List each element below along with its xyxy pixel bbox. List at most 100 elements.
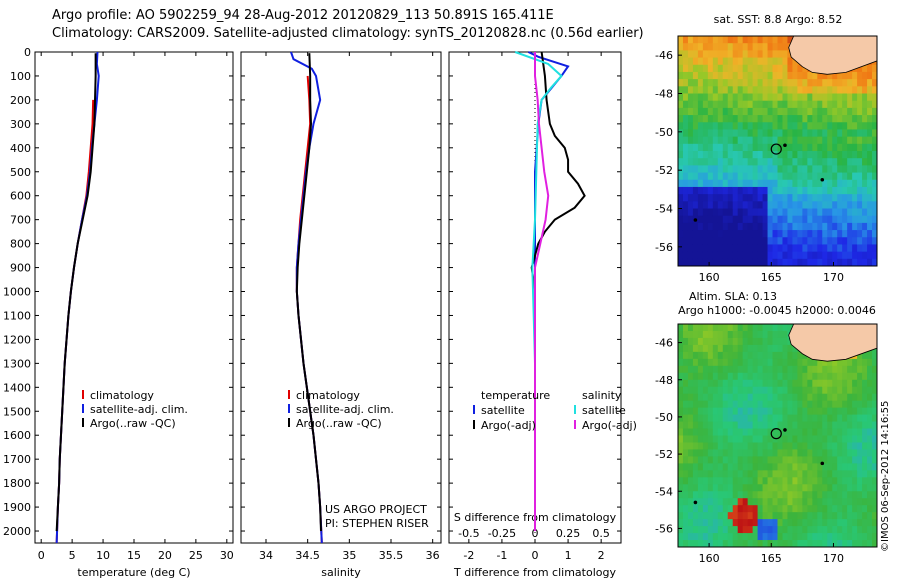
map-cell [712,93,719,102]
map-cell [737,393,744,402]
map-cell [727,100,734,109]
map-cell [872,456,878,464]
map-cell [772,379,778,388]
map-cell [752,107,759,116]
map-cell [862,421,868,430]
map-cell [762,393,769,402]
map-cell [742,115,749,123]
map-cell [772,540,778,548]
map-cell [678,435,684,443]
map-cell [867,393,873,402]
map-cell [777,100,783,109]
map-cell [678,36,684,44]
map-cell [847,151,853,159]
map-cell [737,505,744,513]
map-cell [867,64,873,73]
map-cell [772,519,778,527]
map-cell [707,194,714,202]
map-cell [782,330,788,339]
map-cell [747,407,754,416]
map-cell [747,463,754,471]
map-cell [682,533,689,541]
map-cell [767,533,774,541]
map-cell [822,222,828,231]
map-cell [847,365,853,374]
map-cell [792,186,798,195]
map-cell [837,400,843,409]
map-cell [702,136,709,145]
map-cell [852,86,858,94]
map-cell [847,237,853,245]
map-cell [777,43,783,51]
map-cell [797,100,803,109]
map-cell [697,421,704,430]
map-cell [782,324,788,332]
map-cell [678,456,684,464]
map-cell [702,165,709,174]
map-cell [742,512,749,520]
map-cell [772,470,778,478]
map-cell [872,93,878,102]
map-cell [707,372,714,381]
map-cell [787,421,793,430]
map-cell [757,57,764,66]
map-cell [862,143,868,152]
map-cell [737,230,744,238]
map-cell [712,393,719,402]
map-cell [782,172,788,181]
map-cell [697,344,704,353]
map-cell [827,258,833,267]
map-cell [872,400,878,409]
map-cell [867,258,873,267]
map-cell [772,179,778,188]
map-cell [812,435,818,443]
map-cell [867,463,873,471]
map-cell [772,407,778,416]
map-cell [697,414,704,423]
map-cell [812,251,818,260]
map-cell [692,449,699,457]
map-cell [702,358,709,367]
map-cell [707,414,714,423]
map-cell [732,484,739,492]
map-cell [752,533,759,541]
map-cell [802,194,808,202]
map-cell [857,540,863,548]
map-cell [802,498,808,506]
map-cell [678,129,684,138]
map-cell [717,526,724,534]
map-cell [687,470,694,478]
map-cell [772,50,778,59]
map-cell [837,358,843,367]
map-cell [767,36,774,44]
map-cell [712,344,719,353]
map-cell [867,372,873,381]
map-cell [722,526,729,534]
map-cell [697,151,704,159]
map-cell [832,428,838,436]
map-cell [702,71,709,80]
map-cell [802,186,808,195]
map-cell [857,533,863,541]
map-cell [697,136,704,145]
map-cell [687,100,694,109]
map-cell [792,386,798,395]
map-cell [827,463,833,471]
map-cell [678,71,684,80]
map-cell [747,43,754,51]
map-cell [797,194,803,202]
map-cell [722,456,729,464]
map-y-tick-label: -48 [655,374,673,387]
map-cell [867,491,873,499]
map-cell [862,393,868,402]
map-cell [737,258,744,267]
map-cell [732,215,739,224]
map-cell [712,179,719,188]
map-cell [782,435,788,443]
map-cell [742,344,749,353]
map-cell [697,258,704,267]
map-cell [717,86,724,94]
map-cell [842,477,848,485]
